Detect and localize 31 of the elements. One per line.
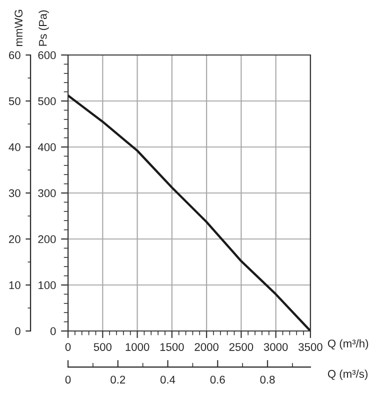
y2-tick-label: 50 <box>8 97 20 106</box>
x2-axis-title: Q (m³/s) <box>328 370 368 380</box>
x-tick-label: 3500 <box>298 343 322 351</box>
y2-tick-label: 0 <box>15 327 20 336</box>
y-tick-label: 100 <box>38 281 56 290</box>
x2-tick-label: 0.6 <box>210 376 225 384</box>
y2-tick-label: 60 <box>9 51 20 60</box>
x-tick-label: 1500 <box>160 343 184 351</box>
y-tick-label: 400 <box>38 143 56 152</box>
y2-tick-label: 20 <box>9 235 20 244</box>
y-tick-label: 200 <box>38 235 56 244</box>
y-tick-label: 600 <box>38 51 56 60</box>
x2-tick-label: 0.2 <box>110 376 126 384</box>
x-tick-label: 3000 <box>264 343 288 351</box>
x-tick-label: 2000 <box>194 343 218 351</box>
x2-tick-label: 0.4 <box>160 376 176 384</box>
y2-axis-title: mmWG <box>14 10 23 46</box>
x-tick-label: 1000 <box>126 343 150 351</box>
y2-tick-label: 40 <box>8 143 20 152</box>
y-axis-title: Ps (Pa) <box>38 10 49 46</box>
x-tick-label: 500 <box>94 343 112 351</box>
y2-tick-label: 30 <box>8 189 20 198</box>
x2-tick-label: 0 <box>65 376 71 384</box>
x-tick-label: 2500 <box>229 343 254 351</box>
x2-tick-label: 0.8 <box>260 376 275 384</box>
y-tick-label: 300 <box>38 189 56 198</box>
y-tick-label: 0 <box>50 327 56 336</box>
x-tick-label: 0 <box>65 343 71 351</box>
x-axis-title: Q (m³/h) <box>328 339 368 350</box>
y-tick-label: 500 <box>38 97 56 106</box>
y2-tick-label: 10 <box>9 281 20 290</box>
